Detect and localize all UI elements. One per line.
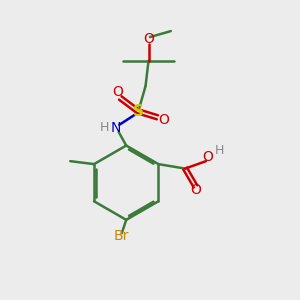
Text: O: O (112, 85, 123, 99)
Text: H: H (214, 144, 224, 157)
Text: O: O (202, 150, 213, 164)
Text: O: O (143, 32, 154, 46)
Text: Br: Br (114, 229, 130, 243)
Text: O: O (158, 113, 169, 127)
Text: O: O (190, 183, 201, 197)
Text: S: S (133, 104, 144, 119)
Text: N: N (111, 121, 121, 135)
Text: H: H (100, 121, 109, 134)
